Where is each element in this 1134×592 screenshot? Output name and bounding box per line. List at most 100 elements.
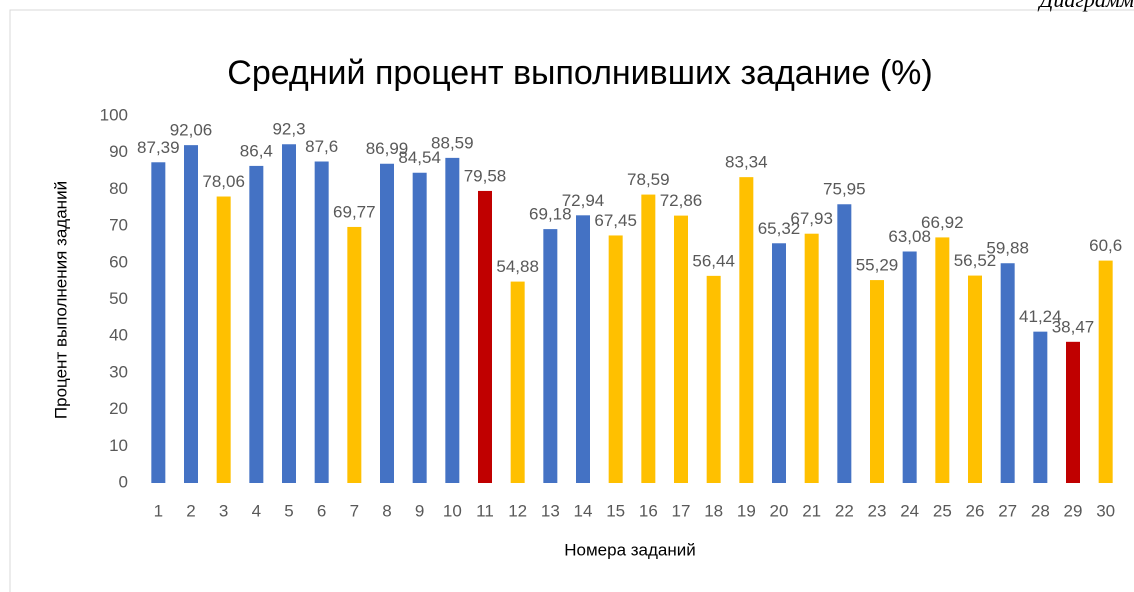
bar bbox=[380, 163, 394, 483]
corner-note: Диаграмм bbox=[1037, 0, 1134, 12]
y-tick-label: 30 bbox=[109, 362, 128, 381]
bar bbox=[282, 144, 296, 483]
bar bbox=[870, 280, 884, 483]
x-tick-label: 4 bbox=[252, 501, 261, 520]
x-tick-label: 20 bbox=[770, 501, 789, 520]
x-tick-label: 19 bbox=[737, 501, 756, 520]
data-label: 86,99 bbox=[366, 139, 409, 158]
bar bbox=[608, 235, 623, 483]
data-label: 67,45 bbox=[594, 211, 637, 230]
data-label: 87,39 bbox=[137, 138, 180, 157]
bar bbox=[576, 215, 590, 484]
chart-title: Средний процент выполнивших задание (%) bbox=[227, 54, 932, 92]
data-label: 79,58 bbox=[464, 166, 507, 185]
x-tick-label: 3 bbox=[219, 501, 228, 520]
data-label: 65,32 bbox=[758, 219, 801, 238]
y-tick-label: 100 bbox=[100, 105, 128, 124]
data-label: 92,06 bbox=[170, 121, 213, 140]
bar bbox=[510, 281, 525, 483]
data-label: 92,3 bbox=[272, 120, 305, 139]
y-axis-label: Процент выполнения заданий bbox=[51, 181, 70, 419]
bar bbox=[216, 196, 231, 483]
data-label: 38,47 bbox=[1052, 317, 1095, 336]
x-tick-label: 27 bbox=[998, 501, 1017, 520]
data-label: 55,29 bbox=[856, 256, 899, 275]
data-label: 72,86 bbox=[660, 191, 703, 210]
bar bbox=[478, 190, 492, 483]
bar bbox=[445, 157, 460, 483]
x-tick-label: 11 bbox=[476, 501, 494, 520]
x-tick-label: 2 bbox=[186, 501, 195, 520]
x-tick-label: 15 bbox=[606, 501, 625, 520]
data-label: 56,44 bbox=[692, 251, 735, 270]
x-tick-label: 16 bbox=[639, 501, 658, 520]
data-label: 69,18 bbox=[529, 205, 572, 224]
x-tick-label: 21 bbox=[802, 501, 821, 520]
x-tick-label: 24 bbox=[900, 501, 919, 520]
x-tick-label: 25 bbox=[933, 501, 952, 520]
y-tick-label: 0 bbox=[119, 472, 128, 491]
x-tick-label: 10 bbox=[443, 501, 462, 520]
bar bbox=[1033, 331, 1048, 483]
x-tick-label: 18 bbox=[704, 501, 723, 520]
x-tick-label: 14 bbox=[574, 501, 593, 520]
bar bbox=[674, 215, 688, 483]
y-tick-label: 70 bbox=[109, 216, 128, 235]
x-tick-label: 22 bbox=[835, 501, 854, 520]
x-tick-label: 5 bbox=[284, 501, 293, 520]
x-tick-label: 9 bbox=[415, 501, 424, 520]
y-tick-label: 50 bbox=[109, 289, 128, 308]
x-tick-label: 17 bbox=[672, 501, 691, 520]
data-label: 59,88 bbox=[986, 239, 1029, 258]
y-tick-label: 40 bbox=[109, 326, 128, 345]
data-label: 87,6 bbox=[305, 137, 338, 156]
bar bbox=[935, 237, 950, 483]
data-label: 84,54 bbox=[398, 148, 441, 167]
data-label: 75,95 bbox=[823, 180, 866, 199]
x-tick-label: 7 bbox=[350, 501, 359, 520]
bar bbox=[347, 226, 362, 484]
bar bbox=[968, 275, 982, 483]
x-tick-label: 28 bbox=[1031, 501, 1050, 520]
data-label: 56,52 bbox=[954, 251, 997, 270]
y-tick-label: 60 bbox=[109, 252, 128, 271]
data-label: 78,06 bbox=[202, 172, 245, 191]
data-label: 67,93 bbox=[790, 209, 833, 228]
y-tick-label: 20 bbox=[109, 399, 128, 418]
x-tick-label: 8 bbox=[382, 501, 391, 520]
data-label: 72,94 bbox=[562, 191, 605, 210]
bar bbox=[706, 275, 721, 483]
bar bbox=[1000, 263, 1015, 483]
x-axis-label: Номера заданий bbox=[564, 540, 696, 559]
bar bbox=[1098, 260, 1113, 483]
y-tick-label: 10 bbox=[109, 436, 128, 455]
data-label: 78,59 bbox=[627, 170, 670, 189]
data-label: 60,6 bbox=[1089, 236, 1122, 255]
y-tick-label: 90 bbox=[109, 142, 128, 161]
bar bbox=[543, 229, 558, 483]
data-label: 41,24 bbox=[1019, 307, 1062, 326]
bar bbox=[902, 251, 917, 483]
data-label: 69,77 bbox=[333, 202, 376, 221]
x-tick-label: 29 bbox=[1064, 501, 1083, 520]
bar bbox=[412, 172, 427, 483]
bar bbox=[772, 243, 786, 483]
x-tick-label: 30 bbox=[1096, 501, 1115, 520]
y-tick-label: 80 bbox=[109, 179, 128, 198]
data-label: 66,92 bbox=[921, 213, 964, 232]
data-label: 83,34 bbox=[725, 153, 768, 172]
bar bbox=[837, 204, 852, 484]
bar bbox=[739, 177, 754, 483]
x-tick-label: 12 bbox=[508, 501, 527, 520]
bar bbox=[151, 162, 166, 484]
x-tick-label: 6 bbox=[317, 501, 326, 520]
bar bbox=[1066, 341, 1080, 483]
bar bbox=[804, 233, 819, 483]
bar bbox=[641, 194, 656, 483]
x-tick-label: 23 bbox=[868, 501, 887, 520]
x-tick-label: 26 bbox=[966, 501, 985, 520]
x-tick-label: 13 bbox=[541, 501, 560, 520]
bar bbox=[249, 165, 264, 484]
x-tick-label: 1 bbox=[154, 501, 163, 520]
